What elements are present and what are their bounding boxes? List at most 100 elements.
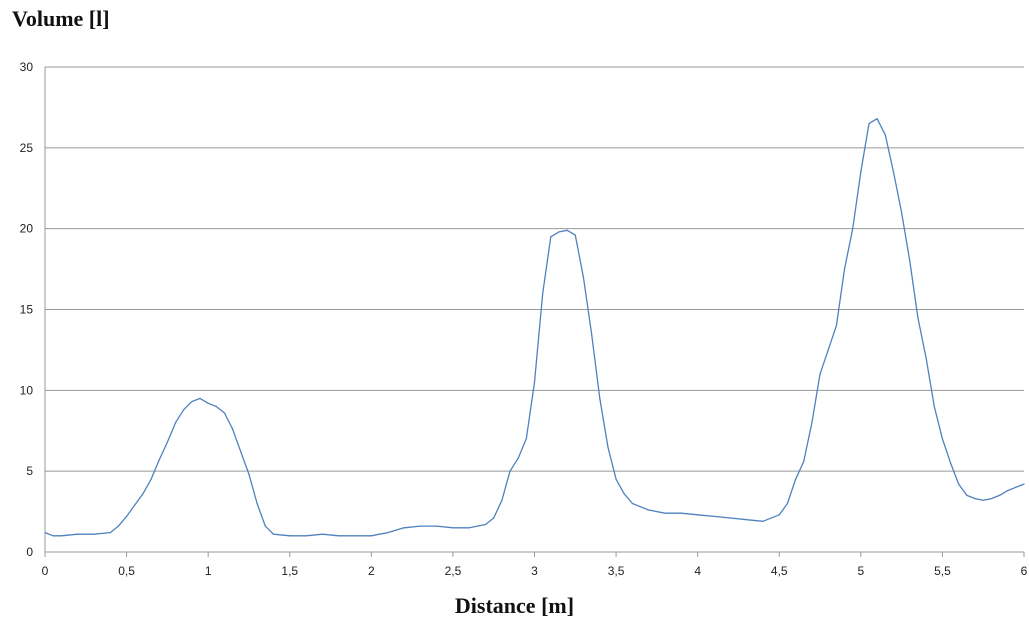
data-point: [305, 535, 307, 537]
data-point: [933, 405, 935, 408]
data-point: [852, 228, 854, 230]
y-tick-label: 20: [20, 222, 34, 236]
data-point: [925, 357, 927, 359]
x-tick-label: 1,5: [281, 564, 298, 578]
y-tick-labels: 0 5 10 15 20 25 30: [20, 60, 34, 559]
data-point: [1023, 483, 1025, 485]
x-tick-label: 4: [694, 564, 701, 578]
data-point: [525, 438, 527, 440]
data-point: [819, 373, 821, 375]
data-point: [941, 438, 944, 440]
x-tick-label: 3,5: [608, 564, 625, 578]
data-point: [990, 498, 992, 500]
data-point: [199, 397, 201, 400]
data-point: [982, 499, 984, 501]
data-point: [599, 397, 601, 400]
data-point: [762, 520, 764, 522]
data-point: [191, 401, 193, 403]
data-point: [1007, 489, 1009, 492]
data-point: [901, 211, 903, 214]
data-point: [892, 171, 895, 173]
data-point: [264, 525, 266, 527]
data-point: [876, 118, 878, 120]
data-point: [958, 483, 960, 485]
data-point: [517, 457, 519, 459]
data-point: [566, 229, 568, 231]
x-tick-label: 2: [368, 564, 375, 578]
data-point: [215, 405, 217, 408]
data-point: [1015, 486, 1017, 488]
data-point: [354, 535, 356, 537]
data-point: [868, 122, 870, 125]
data-point: [509, 470, 511, 472]
data-point: [183, 409, 185, 411]
data-point: [419, 525, 421, 527]
data-point: [166, 441, 168, 443]
data-point: [803, 460, 805, 463]
data-point: [998, 494, 1001, 497]
x-tick-label: 0,5: [118, 564, 135, 578]
data-point: [240, 451, 242, 453]
data-point: [558, 231, 560, 233]
x-tick-labels: 0 0,5 1 1,5 2 2,5 3 3,5 4 4,5 5 5,5 6: [42, 564, 1028, 578]
data-point: [403, 527, 405, 529]
data-point: [501, 499, 503, 501]
data-point: [591, 333, 593, 335]
x-tick-label: 5: [857, 564, 864, 578]
data-point: [142, 493, 144, 495]
x-tick-label: 4,5: [771, 564, 788, 578]
data-point: [884, 134, 886, 136]
data-point: [207, 402, 209, 404]
data-point: [827, 349, 829, 351]
data-point: [729, 517, 731, 519]
data-point: [52, 535, 54, 537]
y-tick-label: 5: [26, 464, 33, 478]
data-point: [493, 517, 495, 519]
x-tick-label: 0: [42, 564, 49, 578]
y-tick-label: 15: [20, 303, 34, 317]
data-point: [909, 260, 911, 262]
data-point: [321, 533, 323, 535]
data-point: [77, 533, 79, 535]
y-tick-label: 25: [20, 141, 34, 155]
data-point: [125, 515, 128, 518]
data-point: [533, 381, 536, 383]
data-point: [835, 325, 837, 327]
data-point: [631, 502, 634, 505]
data-point: [338, 535, 340, 537]
data-point: [746, 519, 748, 521]
data-point: [542, 292, 544, 294]
y-tick-label: 30: [20, 60, 34, 74]
data-point: [966, 494, 968, 497]
data-point: [778, 514, 780, 516]
data-point: [174, 422, 177, 424]
data-point: [60, 535, 62, 537]
axes: [44, 67, 1025, 557]
x-tick-label: 3: [531, 564, 538, 578]
x-tick-label: 2,5: [445, 564, 462, 578]
data-point: [109, 532, 111, 534]
data-point: [811, 422, 813, 424]
gridlines: [45, 66, 1024, 472]
series-line: [44, 118, 1025, 537]
data-point: [582, 276, 585, 278]
plot-area: [44, 118, 1025, 537]
data-point: [150, 478, 152, 480]
data-point: [860, 171, 862, 173]
y-tick-label: 0: [26, 545, 33, 559]
data-point: [484, 523, 487, 526]
data-point: [917, 316, 919, 319]
data-point: [134, 504, 136, 506]
data-point: [664, 512, 666, 514]
data-point: [272, 533, 275, 535]
data-point: [574, 234, 576, 236]
data-point: [256, 502, 258, 505]
data-point: [44, 532, 46, 534]
data-point: [93, 533, 95, 535]
y-axis-label: Volume [l]: [12, 6, 110, 31]
data-point: [949, 462, 952, 464]
data-point: [697, 514, 699, 516]
x-tick-label: 1: [205, 564, 212, 578]
x-tick-label: 6: [1021, 564, 1028, 578]
